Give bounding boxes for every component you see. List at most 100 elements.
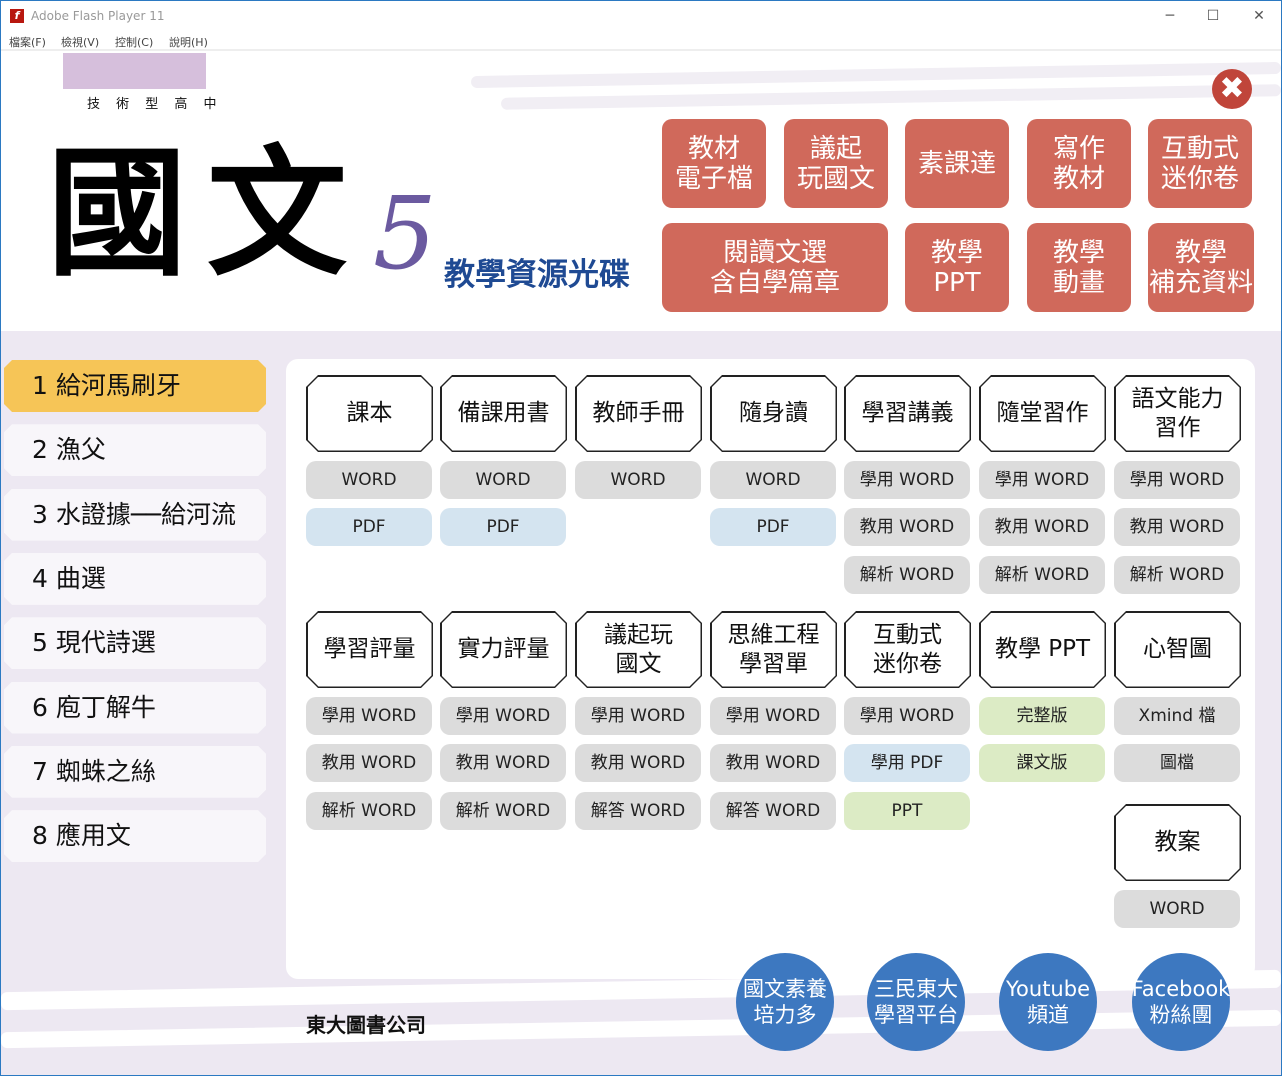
file-button[interactable]: 教用 WORD: [575, 744, 701, 783]
school-type: 技 術 型 高 中: [87, 97, 223, 112]
category-label: 教學 PPT: [981, 613, 1105, 687]
external-link-button[interactable]: 國文素養 培力多: [736, 953, 834, 1051]
file-button[interactable]: 學用 WORD: [575, 697, 701, 735]
file-button[interactable]: 解析 WORD: [306, 791, 432, 830]
external-link-button[interactable]: 三民東大 學習平台: [867, 953, 965, 1051]
file-button[interactable]: 學用 WORD: [844, 461, 970, 499]
file-button[interactable]: 教用 WORD: [440, 744, 566, 783]
file-button[interactable]: PDF: [440, 508, 566, 547]
category-header[interactable]: 思維工程 學習單: [710, 611, 837, 688]
file-button[interactable]: PDF: [710, 508, 836, 547]
file-button[interactable]: WORD: [306, 461, 432, 499]
file-button[interactable]: WORD: [575, 461, 701, 499]
category-header[interactable]: 語文能力 習作: [1114, 375, 1241, 452]
category-label: 語文能力 習作: [1116, 377, 1240, 451]
file-button[interactable]: 學用 WORD: [844, 697, 970, 735]
category-label: 實力評量: [442, 613, 566, 687]
file-button[interactable]: 學用 WORD: [306, 697, 432, 735]
external-link-button[interactable]: Facebook 粉絲團: [1132, 953, 1230, 1051]
file-button[interactable]: WORD: [1114, 890, 1240, 928]
category-header[interactable]: 學習講義: [844, 375, 971, 452]
category-header[interactable]: 隨身讀: [710, 375, 837, 452]
file-button[interactable]: PPT: [844, 791, 970, 830]
window-close-button[interactable]: ✕: [1253, 8, 1265, 24]
maximize-button[interactable]: ☐: [1206, 8, 1220, 24]
category-label: 備課用書: [442, 377, 566, 451]
top-resource-button[interactable]: 教學 PPT: [905, 223, 1009, 312]
flash-icon: f: [10, 9, 24, 23]
menu-file[interactable]: 檔案(F): [9, 36, 46, 49]
file-button[interactable]: 課文版: [979, 744, 1105, 783]
file-button[interactable]: 解析 WORD: [979, 555, 1105, 594]
file-button[interactable]: 學用 WORD: [440, 697, 566, 735]
top-resource-button[interactable]: 教材 電子檔: [662, 119, 766, 208]
file-button[interactable]: 學用 WORD: [710, 697, 836, 735]
file-button[interactable]: 教用 WORD: [1114, 508, 1240, 547]
menu-view[interactable]: 檢視(V): [61, 36, 100, 49]
top-resource-button[interactable]: 教學 補充資料: [1148, 223, 1254, 312]
category-label: 學習講義: [846, 377, 970, 451]
lesson-item-8[interactable]: 8 應用文: [4, 810, 266, 862]
category-header[interactable]: 備課用書: [440, 375, 567, 452]
lesson-item-2[interactable]: 2 漁父: [4, 424, 266, 476]
close-icon[interactable]: ✖: [1212, 69, 1252, 109]
category-header[interactable]: 教學 PPT: [979, 611, 1106, 688]
volume-number: 5: [373, 175, 437, 292]
file-button[interactable]: 解析 WORD: [844, 555, 970, 594]
file-button[interactable]: 教用 WORD: [710, 744, 836, 783]
category-header[interactable]: 心智圖: [1114, 611, 1241, 688]
lesson-item-6[interactable]: 6 庖丁解牛: [4, 682, 266, 734]
category-label: 教案: [1116, 806, 1240, 880]
category-header[interactable]: 課本: [306, 375, 433, 452]
file-button[interactable]: 教用 WORD: [306, 744, 432, 783]
file-button[interactable]: 解析 WORD: [1114, 555, 1240, 594]
file-button[interactable]: 教用 WORD: [979, 508, 1105, 547]
category-label: 議起玩 國文: [577, 613, 701, 687]
file-button[interactable]: 學用 PDF: [844, 744, 970, 783]
file-button[interactable]: PDF: [306, 508, 432, 547]
category-header[interactable]: 議起玩 國文: [575, 611, 702, 688]
lesson-item-1[interactable]: 1 給河馬刷牙: [4, 360, 266, 412]
category-label: 互動式 迷你卷: [846, 613, 970, 687]
file-button[interactable]: 教用 WORD: [844, 508, 970, 547]
category-label: 隨堂習作: [981, 377, 1105, 451]
top-resource-button[interactable]: 互動式 迷你卷: [1148, 119, 1252, 208]
category-label: 教師手冊: [577, 377, 701, 451]
menu-bar: 檔案(F) 檢視(V) 控制(C) 說明(H): [1, 31, 1281, 51]
lesson-item-4[interactable]: 4 曲選: [4, 553, 266, 605]
file-button[interactable]: 解答 WORD: [575, 791, 701, 830]
minimize-button[interactable]: ─: [1165, 8, 1175, 24]
file-button[interactable]: Xmind 檔: [1114, 697, 1240, 735]
file-button[interactable]: 學用 WORD: [979, 461, 1105, 499]
category-header[interactable]: 學習評量: [306, 611, 433, 688]
menu-help[interactable]: 說明(H): [169, 36, 208, 49]
category-header[interactable]: 教案: [1114, 804, 1241, 881]
file-button[interactable]: WORD: [440, 461, 566, 499]
lesson-item-7[interactable]: 7 蜘蛛之絲: [4, 746, 266, 798]
file-button[interactable]: WORD: [710, 461, 836, 499]
category-header[interactable]: 隨堂習作: [979, 375, 1106, 452]
top-resource-button[interactable]: 議起 玩國文: [784, 119, 888, 208]
publisher-logo: 東大圖書公司: [306, 1013, 426, 1037]
category-label: 心智圖: [1116, 613, 1240, 687]
lesson-item-5[interactable]: 5 現代詩選: [4, 617, 266, 669]
category-header[interactable]: 互動式 迷你卷: [844, 611, 971, 688]
lesson-item-3[interactable]: 3 水證據──給河流: [4, 489, 266, 541]
top-resource-button[interactable]: 素課達: [905, 119, 1009, 208]
top-resource-button[interactable]: 教學 動畫: [1027, 223, 1131, 312]
book-title: 國文: [47, 132, 368, 296]
file-button[interactable]: 解答 WORD: [710, 791, 836, 830]
category-label: 課本: [308, 377, 432, 451]
top-resource-button[interactable]: 寫作 教材: [1027, 119, 1131, 208]
menu-control[interactable]: 控制(C): [115, 36, 154, 49]
title-bar: f Adobe Flash Player 11 ─ ☐ ✕: [1, 1, 1281, 31]
top-resource-button[interactable]: 閱讀文選 含自學篇章: [662, 223, 888, 312]
file-button[interactable]: 完整版: [979, 697, 1105, 735]
file-button[interactable]: 學用 WORD: [1114, 461, 1240, 499]
file-button[interactable]: 圖檔: [1114, 744, 1240, 783]
category-label: 隨身讀: [712, 377, 836, 451]
category-header[interactable]: 教師手冊: [575, 375, 702, 452]
file-button[interactable]: 解析 WORD: [440, 791, 566, 830]
external-link-button[interactable]: Youtube 頻道: [999, 953, 1097, 1051]
category-header[interactable]: 實力評量: [440, 611, 567, 688]
